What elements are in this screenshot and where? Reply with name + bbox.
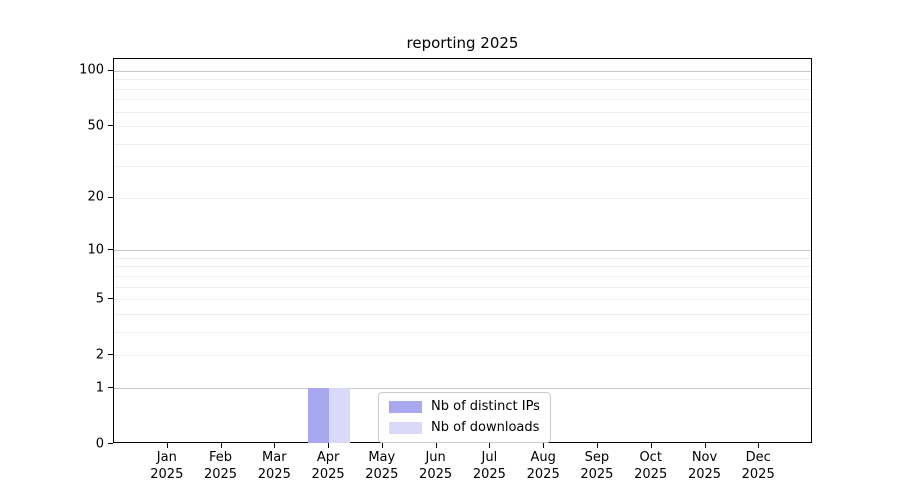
x-tick-month: Dec (745, 450, 771, 465)
x-tick-month: Jan (156, 450, 177, 465)
x-tick-label: May 2025 (350, 449, 414, 483)
minor-gridline (114, 79, 811, 81)
major-gridline (114, 388, 811, 389)
legend-label-downloads: Nb of downloads (431, 420, 540, 435)
major-gridline (114, 70, 811, 72)
legend-swatch-distinct-ips-icon (389, 400, 422, 413)
x-tick-year: 2025 (526, 467, 560, 482)
x-tick-mark (543, 443, 545, 448)
x-tick-mark (704, 443, 706, 448)
x-tick-month: Aug (530, 450, 556, 465)
y-tick-label: 100 (79, 62, 104, 78)
y-tick-mark (108, 298, 113, 300)
x-tick-year: 2025 (687, 467, 722, 482)
x-tick-year: 2025 (741, 467, 775, 482)
minor-gridline (114, 266, 811, 268)
y-tick-mark (108, 249, 113, 251)
y-tick-label: 50 (87, 118, 104, 134)
x-tick-year: 2025 (419, 467, 453, 482)
chart-title: reporting 2025 (406, 34, 519, 52)
y-tick-label: 10 (87, 242, 104, 258)
x-tick-mark (328, 443, 330, 448)
minor-gridline (114, 331, 811, 333)
x-tick-year: 2025 (203, 467, 238, 482)
x-tick-label: Mar 2025 (242, 449, 306, 483)
x-tick-label: Feb 2025 (189, 449, 253, 483)
x-tick-year: 2025 (150, 467, 184, 482)
x-tick-mark (220, 443, 222, 448)
minor-gridline (114, 126, 811, 128)
x-tick-month: May (368, 450, 396, 465)
x-tick-year: 2025 (365, 467, 399, 482)
legend: Nb of distinct IPs Nb of downloads (378, 392, 551, 443)
minor-gridline (114, 143, 811, 145)
y-tick-mark (108, 387, 113, 388)
y-tick-label: 5 (95, 291, 104, 307)
x-tick-label: Dec 2025 (726, 449, 790, 483)
legend-label-distinct-ips: Nb of distinct IPs (431, 399, 540, 414)
x-tick-mark (381, 443, 383, 448)
minor-gridline (114, 166, 811, 168)
legend-item-distinct-ips: Nb of distinct IPs (389, 398, 540, 415)
x-tick-month: Feb (208, 450, 233, 465)
legend-item-downloads: Nb of downloads (389, 419, 540, 436)
major-gridline (114, 250, 811, 252)
y-tick-mark (108, 443, 113, 444)
x-tick-label: Jun 2025 (404, 449, 468, 483)
x-tick-label: Aug 2025 (511, 449, 575, 483)
minor-gridline (114, 286, 811, 288)
x-tick-month: Oct (639, 450, 662, 465)
x-tick-year: 2025 (634, 467, 668, 482)
minor-gridline (114, 99, 811, 101)
bar-downloads (329, 388, 351, 443)
bar-distinct-ips (308, 388, 330, 443)
x-tick-mark (489, 443, 491, 448)
x-tick-label: Jan 2025 (135, 449, 199, 483)
y-tick-mark (108, 69, 113, 71)
x-tick-month: Sep (584, 450, 610, 465)
y-tick-label: 1 (95, 380, 104, 395)
x-tick-month: Jul (481, 450, 498, 465)
x-tick-label: Jul 2025 (457, 449, 521, 483)
x-tick-label: Nov 2025 (673, 449, 737, 483)
y-tick-mark (108, 125, 113, 127)
y-tick-label: 20 (87, 189, 104, 205)
minor-gridline (114, 257, 811, 259)
y-tick-mark (108, 354, 113, 356)
x-tick-mark (758, 443, 760, 448)
plot-area: Nb of distinct IPs Nb of downloads (113, 58, 812, 443)
x-tick-month: Jun (425, 450, 446, 465)
x-tick-month: Apr (316, 450, 340, 465)
x-tick-year: 2025 (580, 467, 614, 482)
y-tick-mark (108, 196, 113, 198)
x-tick-label: Sep 2025 (565, 449, 629, 483)
x-tick-mark (596, 443, 598, 448)
x-tick-mark (274, 443, 276, 448)
minor-gridline (114, 111, 811, 113)
x-tick-label: Oct 2025 (619, 449, 683, 483)
x-tick-label: Apr 2025 (296, 449, 360, 483)
x-tick-month: Nov (691, 450, 718, 465)
x-tick-year: 2025 (257, 467, 291, 482)
x-tick-year: 2025 (311, 467, 345, 482)
minor-gridline (114, 275, 811, 277)
y-tick-label: 2 (95, 347, 104, 363)
x-tick-mark (166, 443, 168, 448)
x-tick-year: 2025 (472, 467, 506, 482)
x-tick-mark (650, 443, 652, 448)
minor-gridline (114, 299, 811, 301)
y-tick-label: 0 (95, 436, 104, 451)
x-tick-month: Mar (262, 450, 287, 465)
minor-gridline (114, 355, 811, 357)
x-tick-mark (435, 443, 437, 448)
minor-gridline (114, 88, 811, 90)
minor-gridline (114, 313, 811, 315)
minor-gridline (114, 197, 811, 199)
legend-swatch-downloads-icon (389, 421, 422, 434)
